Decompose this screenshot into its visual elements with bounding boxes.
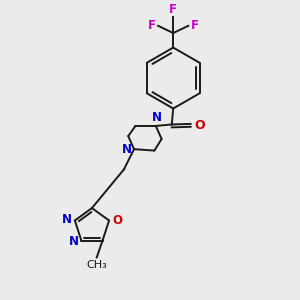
Text: F: F <box>148 19 156 32</box>
Text: N: N <box>68 235 79 248</box>
Text: N: N <box>122 143 132 156</box>
Text: N: N <box>152 111 162 124</box>
Text: F: F <box>169 3 177 16</box>
Text: O: O <box>194 119 205 132</box>
Text: F: F <box>190 19 199 32</box>
Text: O: O <box>112 214 122 227</box>
Text: N: N <box>62 213 72 226</box>
Text: CH₃: CH₃ <box>86 260 107 270</box>
